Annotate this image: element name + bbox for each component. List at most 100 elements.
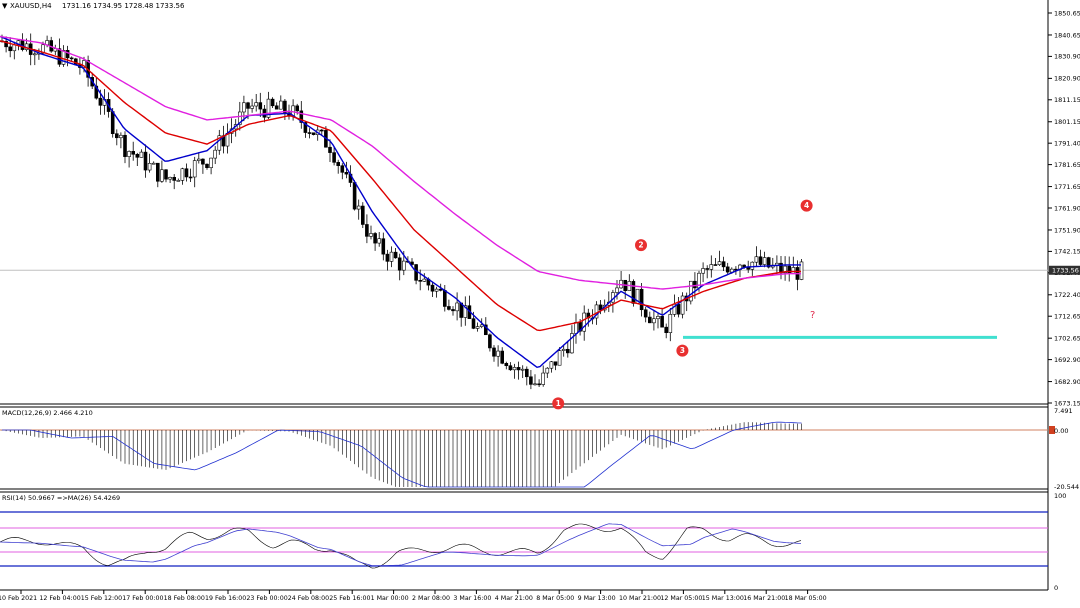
price-tick-label: 1692.90 <box>1054 356 1080 364</box>
candle <box>479 324 484 327</box>
candle <box>336 162 341 166</box>
candle <box>381 238 386 255</box>
candle <box>512 367 517 371</box>
candle <box>500 350 505 364</box>
macd-scale-zero: 0.00 <box>1054 427 1068 435</box>
candle <box>541 372 546 385</box>
candle <box>516 367 521 371</box>
candle <box>360 205 365 225</box>
pane-frames <box>0 0 1049 591</box>
candle <box>401 260 406 271</box>
time-tick-label: 19 Feb 16:00 <box>205 595 246 602</box>
price-tick-label: 1712.65 <box>1054 313 1080 321</box>
candle <box>717 261 722 266</box>
candle <box>397 257 402 271</box>
price-scale: 1850.65 1840.65 1830.90 1820.90 1811.15 1801.… <box>1048 9 1080 407</box>
candle <box>151 162 156 165</box>
candle <box>533 383 537 386</box>
candle <box>311 132 316 135</box>
svg-text:1: 1 <box>556 399 561 408</box>
price-tick-label: 1761.90 <box>1054 204 1080 212</box>
wave-marker-3: 3 <box>676 344 689 357</box>
candle <box>766 257 771 268</box>
candle <box>119 134 123 139</box>
candle <box>180 168 185 181</box>
candle <box>172 176 176 181</box>
price-tick-label: 1673.15 <box>1054 399 1080 407</box>
symbol-label: XAUUSD,H4 <box>10 2 52 10</box>
candle <box>734 268 738 271</box>
candle <box>787 265 792 274</box>
time-tick-label: 10 Feb 2021 <box>0 595 37 602</box>
candle <box>356 205 361 210</box>
time-tick-label: 4 Mar 21:00 <box>495 595 533 602</box>
candle <box>8 46 12 52</box>
candle <box>131 151 135 155</box>
price-tick-label: 1840.65 <box>1054 31 1080 39</box>
candle <box>631 281 636 304</box>
price-tick-label: 1801.15 <box>1054 118 1080 126</box>
candle <box>701 268 705 274</box>
candle <box>213 149 217 159</box>
candle <box>504 363 509 367</box>
candle <box>549 361 554 369</box>
price-tick-label: 1811.15 <box>1054 96 1080 104</box>
candle <box>266 98 271 118</box>
candle <box>463 305 468 318</box>
candle <box>328 146 332 153</box>
candle <box>709 264 714 270</box>
rsi-scale-top: 100 <box>1054 492 1066 500</box>
candle <box>438 288 443 291</box>
candle <box>184 168 189 178</box>
rsi-line <box>0 523 802 569</box>
candle <box>668 314 673 333</box>
candle <box>176 180 181 182</box>
time-tick-label: 18 Feb 08:00 <box>164 595 205 602</box>
price-tick-label: 1722.40 <box>1054 291 1080 299</box>
candle <box>98 97 103 106</box>
candle <box>471 318 476 329</box>
candle <box>254 102 258 107</box>
moving-averages <box>0 35 801 369</box>
rsi-label: RSI(14) 50.9667 =>MA(26) 54.4269 <box>2 494 120 502</box>
candle <box>430 284 435 292</box>
chart-header: ▼ XAUUSD,H4 1731.16 1734.95 1728.48 1733… <box>2 2 185 10</box>
candle <box>303 122 308 133</box>
candle <box>274 105 279 110</box>
time-tick-label: 12 Feb 04:00 <box>39 595 80 602</box>
candle <box>656 316 660 320</box>
candle <box>147 163 152 171</box>
candle <box>127 151 131 157</box>
candle <box>615 287 619 293</box>
candle <box>295 105 300 112</box>
candle <box>352 182 357 210</box>
candle <box>422 278 427 282</box>
candle <box>307 132 312 134</box>
time-tick-label: 8 Mar 05:00 <box>536 595 574 602</box>
candle <box>455 302 459 312</box>
candle <box>508 365 513 371</box>
candle <box>791 267 796 274</box>
candle <box>545 367 550 374</box>
candle <box>82 60 86 68</box>
time-tick-label: 16 Mar 21:00 <box>743 595 785 602</box>
candle <box>242 102 246 113</box>
candle <box>754 256 759 263</box>
header-dropdown-icon[interactable]: ▼ <box>2 2 8 10</box>
price-tick-label: 1830.90 <box>1054 53 1080 61</box>
candle <box>32 53 37 56</box>
candle <box>143 151 148 171</box>
time-tick-label: 25 Feb 16:00 <box>329 595 370 602</box>
candle <box>197 158 201 161</box>
svg-text:2: 2 <box>638 241 643 250</box>
wave-marker-1: 1 <box>552 397 565 410</box>
candle <box>110 111 115 134</box>
candle <box>557 350 562 366</box>
candles <box>0 33 804 390</box>
candle <box>385 253 390 262</box>
candle <box>664 326 669 333</box>
candle <box>582 312 587 332</box>
time-tick-label: 10 Mar 21:00 <box>619 595 661 602</box>
